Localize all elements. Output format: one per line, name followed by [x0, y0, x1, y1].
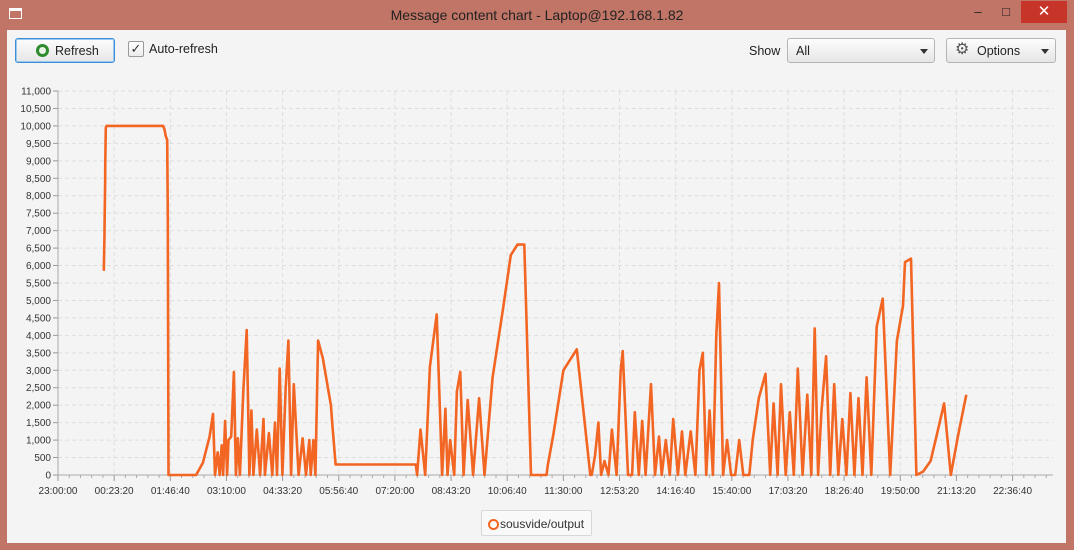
- window-title: Message content chart - Laptop@192.168.1…: [390, 7, 684, 23]
- y-tick-label: 4,000: [26, 331, 51, 342]
- x-tick-label: 21:13:20: [937, 486, 976, 497]
- y-tick-label: 6,500: [26, 244, 51, 255]
- show-select-value: All: [796, 44, 810, 58]
- y-tick-label: 3,500: [26, 348, 51, 359]
- chart-legend[interactable]: sousvide/output: [481, 510, 592, 536]
- y-tick-label: 4,500: [26, 313, 51, 324]
- y-tick-label: 3,000: [26, 366, 51, 377]
- x-tick-label: 22:36:40: [993, 486, 1032, 497]
- y-tick-label: 7,500: [26, 209, 51, 220]
- x-tick-label: 00:23:20: [95, 486, 134, 497]
- show-select[interactable]: All: [787, 38, 935, 63]
- y-tick-label: 2,500: [26, 383, 51, 394]
- refresh-label: Refresh: [55, 44, 99, 58]
- series-line-sousvide-output: [102, 124, 968, 477]
- x-tick-label: 04:33:20: [263, 486, 302, 497]
- x-tick-label: 19:50:00: [881, 486, 920, 497]
- y-tick-label: 10,000: [20, 121, 51, 132]
- x-tick-label: 10:06:40: [488, 486, 527, 497]
- y-tick-label: 7,000: [26, 226, 51, 237]
- x-tick-label: 01:46:40: [151, 486, 190, 497]
- refresh-icon: [36, 44, 49, 57]
- y-tick-label: 5,500: [26, 279, 51, 290]
- x-tick-label: 23:00:00: [39, 486, 78, 497]
- y-tick-label: 2,000: [26, 401, 51, 412]
- line-chart: 0 500 1,000 1,500 2,000 2,500 3,000 3,500 4,000 4…: [20, 87, 1053, 497]
- y-tick-label: 500: [34, 453, 51, 464]
- y-tick-label: 0: [45, 471, 51, 482]
- minimize-button[interactable]: –: [974, 4, 982, 19]
- options-label: Options: [977, 44, 1021, 58]
- x-tick-label: 07:20:00: [375, 486, 414, 497]
- x-tick-label: 05:56:40: [319, 486, 358, 497]
- auto-refresh-label[interactable]: Auto-refresh: [149, 42, 218, 56]
- x-tick-label: 18:26:40: [825, 486, 864, 497]
- toolbar: Refresh ✓ Auto-refresh Show All ⚙ Option…: [7, 30, 1066, 72]
- close-button[interactable]: ✕: [1021, 1, 1067, 23]
- x-tick-label: 03:10:00: [207, 486, 246, 497]
- y-tick-label: 11,000: [21, 87, 51, 98]
- y-tick-label: 6,000: [26, 261, 51, 272]
- y-tick-label: 1,000: [26, 436, 51, 447]
- y-tick-label: 9,000: [26, 156, 51, 167]
- legend-label: sousvide/output: [500, 517, 585, 531]
- x-tick-label: 15:40:00: [712, 486, 751, 497]
- y-tick-label: 8,000: [26, 191, 51, 202]
- y-tick-label: 9,500: [26, 139, 51, 150]
- x-tick-label: 08:43:20: [432, 486, 471, 497]
- chevron-down-icon: [920, 49, 928, 54]
- x-tick-label: 12:53:20: [600, 486, 639, 497]
- title-bar[interactable]: Message content chart - Laptop@192.168.1…: [0, 0, 1074, 30]
- options-button[interactable]: ⚙ Options: [946, 38, 1056, 63]
- auto-refresh-checkbox[interactable]: ✓: [128, 41, 144, 57]
- chevron-down-icon: [1041, 49, 1049, 54]
- window-icon: [9, 8, 22, 19]
- show-label: Show: [749, 44, 781, 58]
- x-tick-label: 11:30:00: [544, 486, 583, 497]
- client-area: Refresh ✓ Auto-refresh Show All ⚙ Option…: [7, 30, 1066, 543]
- y-tick-label: 10,500: [20, 104, 51, 115]
- gear-icon: ⚙: [955, 41, 970, 58]
- y-tick-label: 1,500: [26, 418, 51, 429]
- legend-marker: [488, 519, 499, 530]
- refresh-button[interactable]: Refresh: [15, 38, 115, 63]
- x-tick-label: 17:03:20: [768, 486, 807, 497]
- maximize-button[interactable]: □: [1002, 4, 1010, 19]
- x-tick-label: 14:16:40: [656, 486, 695, 497]
- y-tick-label: 8,500: [26, 174, 51, 185]
- y-tick-label: 5,000: [26, 296, 51, 307]
